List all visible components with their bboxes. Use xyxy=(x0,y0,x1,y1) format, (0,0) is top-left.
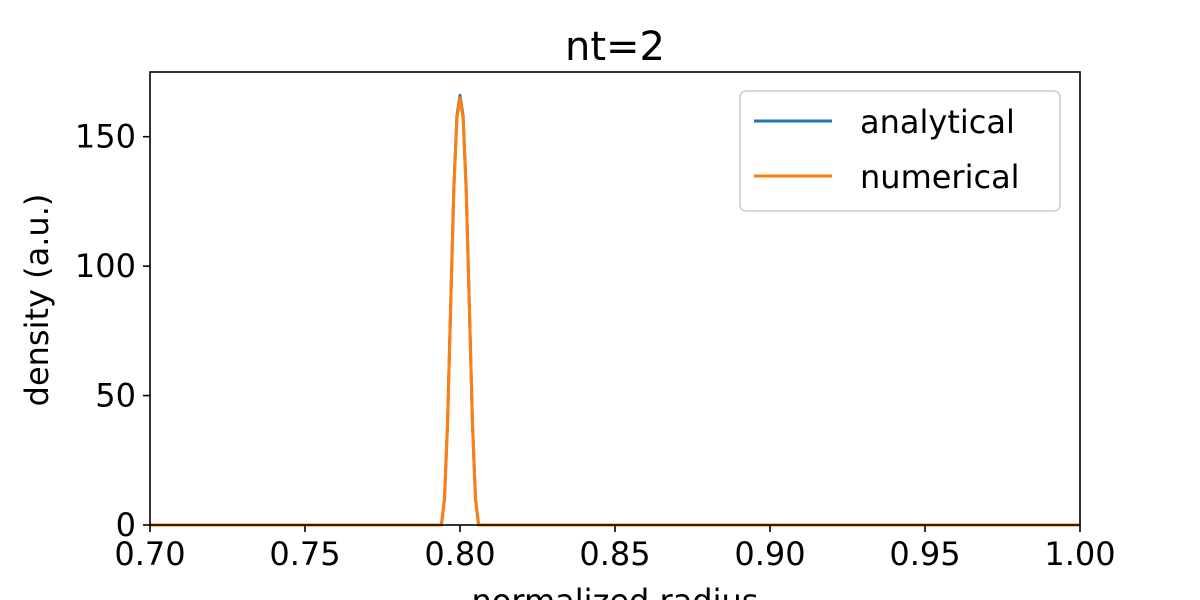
y-axis-label: density (a.u.) xyxy=(18,194,56,407)
chart-title: nt=2 xyxy=(565,24,665,70)
x-tick-label: 0.85 xyxy=(579,535,650,573)
series-layer xyxy=(150,93,1080,527)
x-axis-label: normalized radius xyxy=(472,582,759,600)
y-tick-label: 0 xyxy=(116,506,136,544)
legend: analytical numerical xyxy=(739,90,1061,212)
x-tick-label: 1.00 xyxy=(1044,535,1115,573)
x-tick-label: 0.90 xyxy=(734,535,805,573)
y-tick-label: 50 xyxy=(95,377,136,415)
x-tick-label: 0.95 xyxy=(889,535,960,573)
y-axis: 0 50 100 150 xyxy=(75,118,150,544)
series-line-numerical xyxy=(150,96,1080,527)
legend-label-analytical: analytical xyxy=(860,103,1015,141)
x-tick-label: 0.80 xyxy=(424,535,495,573)
x-tick-label: 0.75 xyxy=(269,535,340,573)
y-tick-label: 100 xyxy=(75,247,136,285)
legend-label-numerical: numerical xyxy=(860,158,1020,196)
x-axis: 0.70 0.75 0.80 0.85 0.90 0.95 1.00 xyxy=(114,525,1116,573)
x-tick-label: 0.70 xyxy=(114,535,185,573)
y-tick-label: 150 xyxy=(75,118,136,156)
